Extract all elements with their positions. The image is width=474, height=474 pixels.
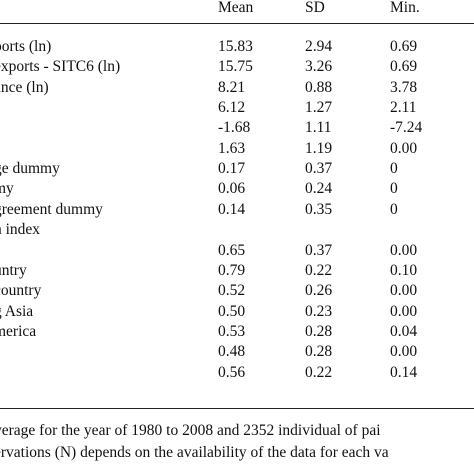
- row-label: ports (ln): [0, 38, 52, 55]
- row-label: exports - SITC6 (ln): [0, 58, 121, 76]
- cell-sd: 0.23: [305, 302, 333, 320]
- table-row: -1.68 1.11 -7.24: [0, 118, 474, 138]
- cell-mean: 0.52: [218, 282, 246, 300]
- table-row: ports (ln) 15.83 2.94 0.69: [0, 37, 474, 57]
- cell-sd: 0.26: [305, 282, 333, 300]
- cell-sd: 1.11: [305, 119, 332, 137]
- cell-min: 0.69: [390, 38, 418, 55]
- cell-sd: 0.35: [305, 200, 333, 218]
- table-row: g Asia 0.50 0.23 0.00: [0, 302, 474, 322]
- header-sd: SD: [305, 0, 325, 16]
- cell-mean: 0.50: [218, 302, 246, 320]
- cell-mean: 0.79: [218, 261, 246, 279]
- cell-min: 0.00: [390, 302, 418, 320]
- cell-mean: 6.12: [218, 99, 246, 117]
- cell-sd: 1.19: [305, 139, 333, 157]
- row-label: my: [0, 180, 14, 198]
- cell-mean: 0.65: [218, 241, 246, 259]
- cell-mean: 0.53: [218, 322, 246, 340]
- table-header-row: Mean SD Min.: [0, 0, 474, 18]
- cell-mean: 0.48: [218, 343, 246, 361]
- header-min: Min.: [390, 0, 420, 16]
- cell-min: 3.78: [390, 78, 418, 96]
- cell-sd: 1.27: [305, 99, 333, 117]
- table-row: exports - SITC6 (ln) 15.75 3.26 0.69: [0, 57, 474, 77]
- cell-sd: 0.24: [305, 180, 333, 198]
- cell-mean: 15.83: [218, 38, 253, 55]
- table-row: my 0.06 0.24 0: [0, 179, 474, 199]
- row-label: merica: [0, 322, 37, 340]
- table-row: 0.48 0.28 0.00: [0, 342, 474, 362]
- header-mean: Mean: [218, 0, 254, 16]
- row-label: untry: [0, 261, 27, 279]
- row-label: ance (ln): [0, 78, 49, 96]
- cell-mean: -1.68: [218, 119, 251, 137]
- table-row: 1.63 1.19 0.00: [0, 139, 474, 159]
- cell-sd: 0.22: [305, 363, 333, 381]
- cell-mean: 1.63: [218, 139, 246, 157]
- table-note-line-2: ervations (N) depends on the availabilit…: [0, 444, 389, 461]
- header-rule: [0, 23, 474, 24]
- bottom-rule: [0, 408, 474, 409]
- cell-sd: 0.22: [305, 261, 333, 279]
- cell-sd: 0.37: [305, 160, 333, 178]
- cell-mean: 0.06: [218, 180, 246, 198]
- table-note-line-1: verage for the year of 1980 to 2008 and …: [0, 422, 381, 439]
- cell-min: 0.69: [390, 58, 418, 76]
- row-label: country: [0, 282, 42, 300]
- cell-sd: 3.26: [305, 58, 333, 76]
- cell-mean: 15.75: [218, 58, 253, 76]
- table-row: ance (ln) 8.21 0.88 3.78: [0, 78, 474, 98]
- row-label: g Asia: [0, 302, 34, 320]
- cell-min: 0: [390, 200, 398, 218]
- cell-min: 0.14: [390, 363, 418, 381]
- cell-min: 0.00: [390, 343, 418, 361]
- table-row: untry 0.79 0.22 0.10: [0, 261, 474, 281]
- table-row: ge dummy 0.17 0.37 0: [0, 159, 474, 179]
- cell-mean: 8.21: [218, 78, 246, 96]
- table-row: n index: [0, 220, 474, 240]
- cell-sd: 2.94: [305, 38, 333, 55]
- cell-min: 0.10: [390, 261, 418, 279]
- cell-sd: 0.28: [305, 343, 333, 361]
- table-row: 6.12 1.27 2.11: [0, 98, 474, 118]
- cell-min: 0.00: [390, 282, 418, 300]
- table-row: 0.65 0.37 0.00: [0, 241, 474, 261]
- cell-sd: 0.88: [305, 78, 333, 96]
- cell-min: -7.24: [390, 119, 423, 137]
- cell-mean: 0.56: [218, 363, 246, 381]
- table-row: country 0.52 0.26 0.00: [0, 281, 474, 301]
- cell-min: 0.00: [390, 241, 418, 259]
- cell-sd: 0.28: [305, 322, 333, 340]
- row-label: ge dummy: [0, 160, 60, 178]
- cell-mean: 0.17: [218, 160, 246, 178]
- cell-sd: 0.37: [305, 241, 333, 259]
- row-label: greement dummy: [0, 200, 103, 218]
- cell-mean: 0.14: [218, 200, 246, 218]
- table-row: greement dummy 0.14 0.35 0: [0, 200, 474, 220]
- table-row: merica 0.53 0.28 0.04: [0, 322, 474, 342]
- cell-min: 0: [390, 180, 398, 198]
- cell-min: 0.00: [390, 139, 418, 157]
- cell-min: 2.11: [390, 99, 417, 117]
- row-label: n index: [0, 221, 41, 239]
- cell-min: 0.04: [390, 322, 418, 340]
- table-row: 0.56 0.22 0.14: [0, 363, 474, 383]
- cell-min: 0: [390, 160, 398, 178]
